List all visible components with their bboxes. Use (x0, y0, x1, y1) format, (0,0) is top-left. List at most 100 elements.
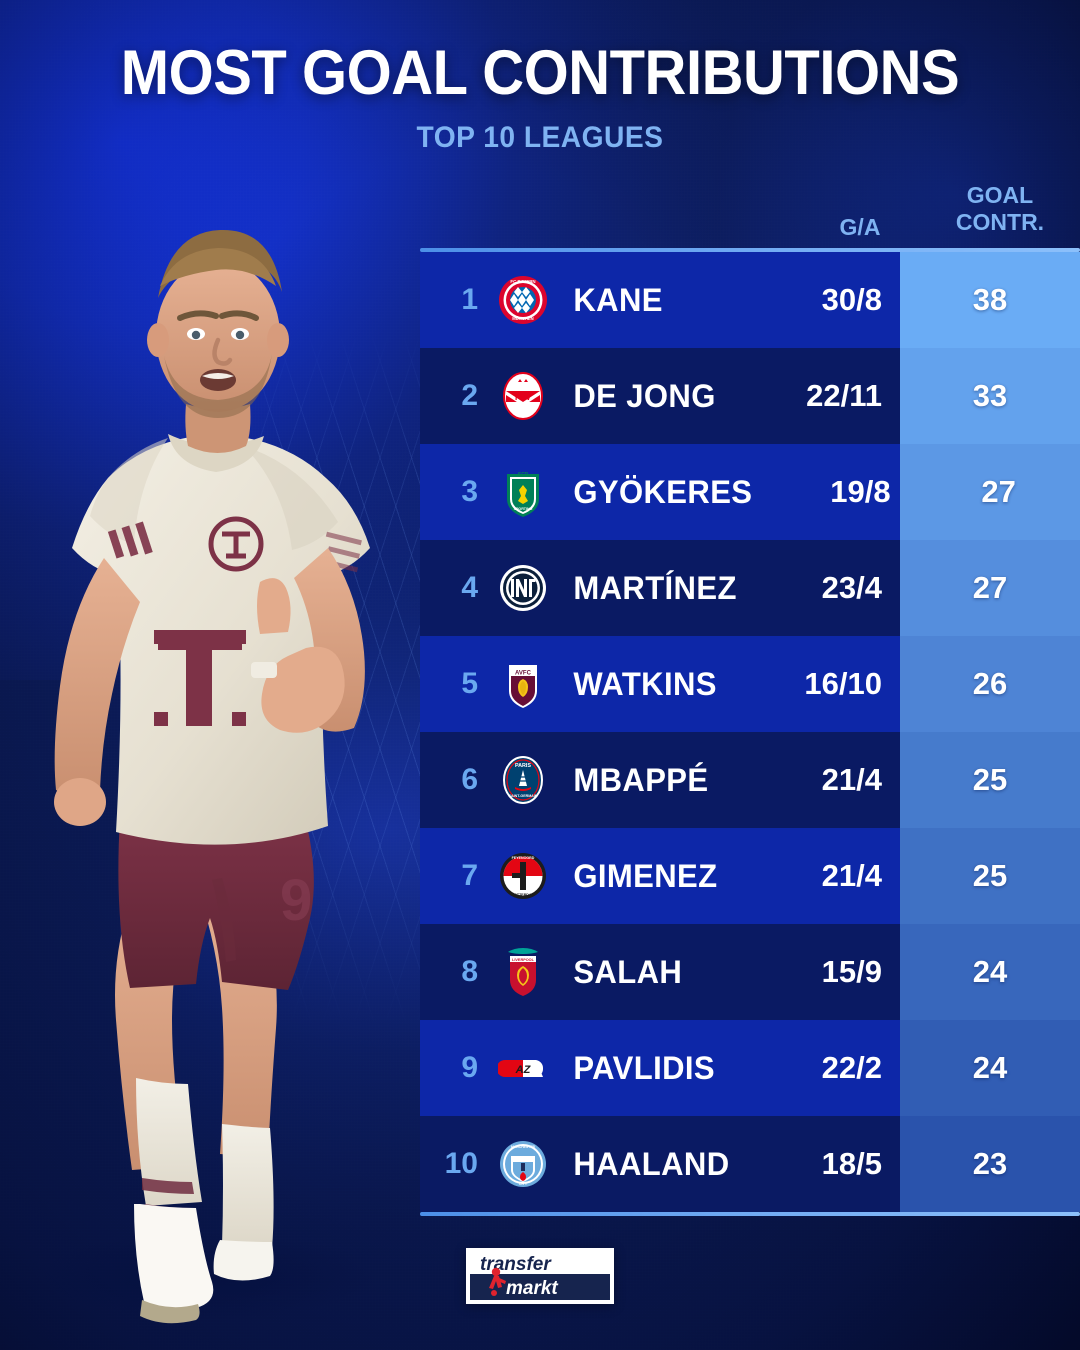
goals-assists-value: 16/10 (804, 666, 882, 701)
table-row[interactable]: 9 AZ PAVLIDIS 22/2 24 (420, 1020, 1080, 1116)
svg-text:MÜNCHEN: MÜNCHEN (512, 316, 533, 321)
goal-contributions-value: 24 (972, 1050, 1008, 1085)
goal-contribution-highlight (900, 828, 1080, 924)
table-row[interactable]: 3 SCP SPORTING GYÖKERES 19/8 27 (420, 444, 1080, 540)
player-name: GIMENEZ (573, 857, 718, 894)
rank-number: 2 (461, 379, 478, 412)
player-name: MBAPPÉ (573, 761, 709, 798)
club-crest-sporting-cp-icon: SCP SPORTING (494, 463, 552, 521)
table-row[interactable]: 10 MANCHESTER CITY HAALAND 18/5 23 (420, 1116, 1080, 1212)
goals-assists-value: 21/4 (821, 762, 882, 797)
table-row[interactable]: 2 PSV DE JONG 22/11 33 (420, 348, 1080, 444)
rank-number: 7 (461, 859, 478, 892)
goals-assists-value: 15/9 (821, 954, 882, 989)
player-name: HAALAND (573, 1145, 730, 1182)
goal-contribution-highlight (900, 732, 1080, 828)
club-crest-inter-milan-icon (494, 559, 552, 617)
transfermarkt-wordmark-icon: transfer markt (470, 1252, 610, 1300)
svg-text:transfer: transfer (480, 1254, 552, 1275)
table-row[interactable]: 6 PARIS SAINT-GERMAIN MBAPPÉ 21/4 25 (420, 732, 1080, 828)
goal-contributions-value: 33 (972, 378, 1008, 413)
column-header-gc-line2: CONTR. (955, 209, 1045, 236)
goals-assists-value: 22/11 (806, 378, 882, 413)
rank-number: 1 (461, 283, 478, 316)
rank-number: 9 (461, 1051, 478, 1084)
header: MOST GOAL CONTRIBUTIONS TOP 10 LEAGUES (0, 42, 1080, 155)
svg-text:SPORTING: SPORTING (514, 507, 533, 511)
player-name: MARTÍNEZ (573, 569, 737, 606)
svg-text:PSV: PSV (515, 393, 532, 402)
goal-contribution-highlight (900, 252, 1080, 348)
table-bottom-divider (420, 1212, 1080, 1216)
table-row[interactable]: 7 FEYENOORD ROTTERDAM GIMENEZ 21/4 25 (420, 828, 1080, 924)
leaderboard-table: G/A GOAL CONTR. 1 FC BAYERN MÜNCHEN KANE… (420, 176, 1080, 1216)
goal-contributions-value: 24 (972, 954, 1008, 989)
goal-contributions-value: 25 (972, 858, 1008, 893)
rank-number: 6 (461, 763, 478, 796)
svg-text:ROTTERDAM: ROTTERDAM (512, 893, 535, 897)
club-crest-az-alkmaar-icon: AZ (494, 1039, 552, 1097)
column-header-gc-line1: GOAL (966, 182, 1034, 208)
club-crest-psv-eindhoven-icon: PSV (494, 367, 552, 425)
table-row[interactable]: 4 MARTÍNEZ 23/4 27 (420, 540, 1080, 636)
page-title: MOST GOAL CONTRIBUTIONS (120, 38, 960, 108)
table-row[interactable]: 5 AVFC WATKINS 16/10 26 (420, 636, 1080, 732)
goal-contribution-highlight (900, 636, 1080, 732)
table-top-divider (420, 248, 1080, 252)
goal-contributions-value: 27 (972, 570, 1008, 605)
rank-number: 4 (461, 571, 478, 604)
table-row[interactable]: 8 LIVERPOOL SALAH 15/9 24 (420, 924, 1080, 1020)
club-crest-aston-villa-icon: AVFC (494, 655, 552, 713)
club-crest-paris-saint-germain-icon: PARIS SAINT-GERMAIN (494, 751, 552, 809)
player-name: PAVLIDIS (573, 1049, 715, 1086)
goal-contributions-value: 25 (972, 762, 1008, 797)
goal-contribution-highlight (900, 444, 1080, 540)
column-header-ga: G/A (839, 214, 881, 240)
goal-contribution-highlight (900, 1116, 1080, 1212)
rank-number: 3 (461, 475, 478, 508)
player-name: GYÖKERES (573, 473, 753, 510)
club-crest-bayern-munich-icon: FC BAYERN MÜNCHEN (494, 271, 552, 329)
player-name: WATKINS (573, 665, 717, 702)
table-rows: 1 FC BAYERN MÜNCHEN KANE 30/8 38 2 (420, 252, 1080, 1212)
column-header-goal-contributions: GOAL CONTR. (915, 182, 1080, 236)
svg-text:9: 9 (280, 868, 312, 933)
goals-assists-value: 22/2 (821, 1050, 882, 1085)
svg-text:FEYENOORD: FEYENOORD (512, 856, 535, 860)
goal-contributions-value: 38 (972, 282, 1008, 317)
svg-text:LIVERPOOL: LIVERPOOL (512, 958, 535, 962)
player-name: DE JONG (573, 377, 716, 414)
svg-text:markt: markt (506, 1278, 558, 1299)
svg-text:FC BAYERN: FC BAYERN (510, 279, 535, 284)
svg-text:AVFC: AVFC (515, 671, 532, 677)
club-crest-feyenoord-icon: FEYENOORD ROTTERDAM (494, 847, 552, 905)
goals-assists-value: 21/4 (821, 858, 882, 893)
goals-assists-value: 23/4 (821, 570, 882, 605)
club-crest-manchester-city-icon: MANCHESTER CITY (494, 1135, 552, 1193)
table-column-headers: G/A GOAL CONTR. (420, 176, 1080, 248)
transfermarkt-logo: transfer markt (466, 1248, 614, 1304)
page-subtitle: TOP 10 LEAGUES (416, 121, 664, 154)
goal-contribution-highlight (900, 924, 1080, 1020)
svg-text:AZ: AZ (515, 1064, 532, 1076)
svg-text:SAINT-GERMAIN: SAINT-GERMAIN (509, 794, 538, 798)
goal-contribution-highlight (900, 540, 1080, 636)
svg-text:MANCHESTER: MANCHESTER (511, 1145, 535, 1149)
transfermarkt-logo-inner: transfer markt (470, 1252, 610, 1300)
goals-assists-value: 18/5 (821, 1146, 882, 1181)
player-name: SALAH (573, 953, 683, 990)
table-row[interactable]: 1 FC BAYERN MÜNCHEN KANE 30/8 38 (420, 252, 1080, 348)
goals-assists-value: 19/8 (830, 474, 891, 509)
club-crest-liverpool-icon: LIVERPOOL (494, 943, 552, 1001)
player-photo-harry-kane: 9 (8, 178, 428, 1333)
player-name: KANE (573, 281, 663, 318)
rank-number: 10 (444, 1147, 478, 1180)
rank-number: 5 (461, 667, 478, 700)
goal-contribution-highlight (900, 348, 1080, 444)
svg-text:SCP: SCP (518, 472, 529, 478)
goal-contributions-value: 26 (972, 666, 1008, 701)
goal-contributions-value: 23 (972, 1146, 1008, 1181)
goals-assists-value: 30/8 (821, 282, 882, 317)
goal-contribution-highlight (900, 1020, 1080, 1116)
svg-text:PARIS: PARIS (515, 763, 531, 769)
